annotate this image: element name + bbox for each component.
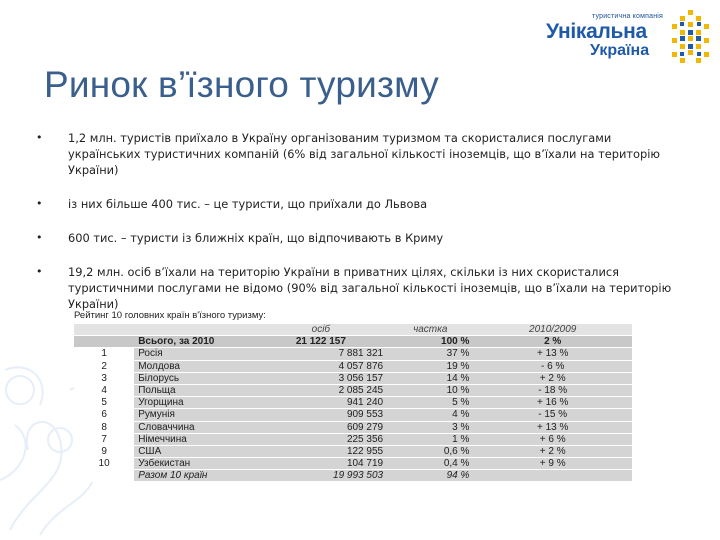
table-sum-row: Разом 10 країн 19 993 503 94 % bbox=[74, 469, 632, 483]
row-share: 5 % bbox=[387, 396, 474, 410]
bullet-item: 600 тис. – туристи із ближніх країн, що … bbox=[36, 230, 686, 246]
row-share: 3 % bbox=[387, 421, 474, 434]
page-title: Ринок в’їзного туризму bbox=[44, 64, 439, 105]
row-country: США bbox=[134, 445, 255, 459]
bullet-list: 1,2 млн. туристів приїхало в Україну орг… bbox=[36, 130, 686, 330]
row-change: + 9 % bbox=[473, 457, 632, 471]
row-country: Польща bbox=[134, 384, 255, 398]
table-row: 9 США 122 955 0,6 % + 2 % bbox=[74, 445, 632, 459]
row-change: + 13 % bbox=[473, 347, 632, 361]
table-title: Рейтинг 10 головних країн в'їзного туриз… bbox=[74, 310, 266, 321]
sun-mosaic-icon bbox=[672, 10, 709, 63]
row-change: + 6 % bbox=[473, 433, 632, 446]
table-row: 1 Росія 7 881 321 37 % + 13 % bbox=[74, 347, 632, 361]
row-tourists: 3 056 157 bbox=[254, 372, 388, 385]
row-country: Угорщина bbox=[134, 396, 255, 410]
row-tourists: 2 085 245 bbox=[254, 384, 388, 398]
header-cell-change: 2010/2009 bbox=[473, 324, 632, 337]
row-tourists: 225 356 bbox=[254, 433, 388, 446]
row-tourists: 909 553 bbox=[254, 408, 388, 422]
sum-share: 94 % bbox=[387, 469, 474, 483]
row-share: 10 % bbox=[387, 384, 474, 398]
table-row: 10 Узбекистан 104 719 0,4 % + 9 % bbox=[74, 457, 632, 471]
table-row: 7 Німеччина 225 356 1 % + 6 % bbox=[74, 433, 632, 446]
sum-change bbox=[473, 469, 632, 483]
row-rank: 10 bbox=[74, 457, 135, 471]
table-row: 5 Угорщина 941 240 5 % + 16 % bbox=[74, 396, 632, 410]
row-share: 14 % bbox=[387, 372, 474, 385]
row-country: Німеччина bbox=[134, 433, 255, 446]
row-country: Молдова bbox=[134, 360, 255, 373]
bullet-item: 1,2 млн. туристів приїхало в Україну орг… bbox=[36, 130, 686, 178]
header-cell-persons: осіб bbox=[254, 324, 388, 337]
total-tourists: 21 122 157 bbox=[254, 335, 388, 349]
row-share: 37 % bbox=[387, 347, 474, 361]
row-change: - 6 % bbox=[473, 360, 632, 373]
row-rank: 1 bbox=[74, 347, 135, 361]
row-change: + 13 % bbox=[473, 421, 632, 434]
row-tourists: 104 719 bbox=[254, 457, 388, 471]
row-rank: 8 bbox=[74, 421, 135, 434]
row-country: Узбекистан bbox=[134, 457, 255, 471]
row-rank: 2 bbox=[74, 360, 135, 373]
row-rank: 4 bbox=[74, 384, 135, 398]
sum-number-cell bbox=[74, 469, 135, 483]
row-change: + 2 % bbox=[473, 445, 632, 459]
total-share: 100 % bbox=[387, 335, 474, 349]
row-tourists: 609 279 bbox=[254, 421, 388, 434]
row-tourists: 941 240 bbox=[254, 396, 388, 410]
rating-table: осіб частка 2010/2009 Всього, за 2010 21… bbox=[74, 324, 632, 483]
row-change: - 18 % bbox=[473, 384, 632, 398]
total-number-cell bbox=[74, 335, 135, 349]
header-cell-number bbox=[74, 324, 135, 337]
table-row: 4 Польща 2 085 245 10 % - 18 % bbox=[74, 384, 632, 398]
table-header-row: осіб частка 2010/2009 bbox=[74, 324, 632, 337]
row-change: - 15 % bbox=[473, 408, 632, 422]
table-row: 6 Румунія 909 553 4 % - 15 % bbox=[74, 408, 632, 422]
row-change: + 2 % bbox=[473, 372, 632, 385]
row-country: Словаччина bbox=[134, 421, 255, 434]
logo-word-ukraine: Україна bbox=[590, 42, 650, 59]
row-rank: 9 bbox=[74, 445, 135, 459]
bullet-item: із них більше 400 тис. – це туристи, що … bbox=[36, 196, 686, 212]
header-cell-share: частка bbox=[387, 324, 474, 337]
row-rank: 3 bbox=[74, 372, 135, 385]
row-tourists: 122 955 bbox=[254, 445, 388, 459]
row-share: 19 % bbox=[387, 360, 474, 373]
total-label: Всього, за 2010 bbox=[134, 335, 255, 349]
row-tourists: 4 057 876 bbox=[254, 360, 388, 373]
row-share: 1 % bbox=[387, 433, 474, 446]
logo-tagline: туристична компанія bbox=[592, 13, 664, 20]
header-cell-country bbox=[134, 324, 255, 337]
total-change: 2 % bbox=[473, 335, 632, 349]
bullet-item: 19,2 млн. осіб в’їхали на територію Укра… bbox=[36, 264, 686, 312]
sum-tourists: 19 993 503 bbox=[254, 469, 388, 483]
table-row: 8 Словаччина 609 279 3 % + 13 % bbox=[74, 421, 632, 434]
row-rank: 6 bbox=[74, 408, 135, 422]
row-share: 0,4 % bbox=[387, 457, 474, 471]
row-tourists: 7 881 321 bbox=[254, 347, 388, 361]
table-row: 2 Молдова 4 057 876 19 % - 6 % bbox=[74, 360, 632, 373]
row-country: Румунія bbox=[134, 408, 255, 422]
rating-table-block: Рейтинг 10 головних країн в'їзного туриз… bbox=[74, 310, 634, 483]
row-country: Росія bbox=[134, 347, 255, 361]
row-rank: 7 bbox=[74, 433, 135, 446]
row-country: Білорусь bbox=[134, 372, 255, 385]
company-logo: туристична компанія Унікальна Україна bbox=[546, 8, 714, 70]
table-row: 3 Білорусь 3 056 157 14 % + 2 % bbox=[74, 372, 632, 385]
row-share: 0,6 % bbox=[387, 445, 474, 459]
row-share: 4 % bbox=[387, 408, 474, 422]
row-rank: 5 bbox=[74, 396, 135, 410]
row-change: + 16 % bbox=[473, 396, 632, 410]
sum-label: Разом 10 країн bbox=[134, 469, 255, 483]
logo-word-unique: Унікальна bbox=[546, 20, 647, 43]
table-total-row: Всього, за 2010 21 122 157 100 % 2 % bbox=[74, 335, 632, 349]
